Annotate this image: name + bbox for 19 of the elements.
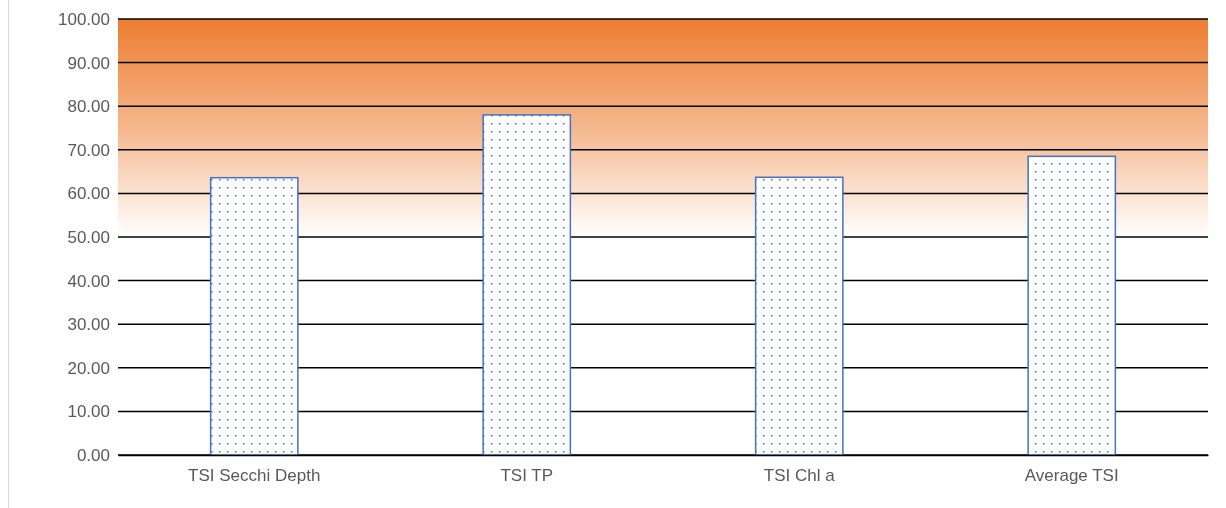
y-tick-label: 100.00: [58, 9, 110, 29]
y-tick-label: 70.00: [67, 140, 110, 160]
y-tick-label: 10.00: [67, 402, 110, 422]
x-tick-label: TSI TP: [500, 466, 554, 486]
y-tick-label: 40.00: [67, 271, 110, 291]
bar: [209, 176, 299, 456]
y-tick-label: 20.00: [67, 358, 110, 378]
bar: [482, 114, 572, 456]
y-tick-label: 90.00: [67, 53, 110, 73]
y-tick-label: 0.00: [76, 445, 110, 465]
x-tick-label: TSI Chl a: [763, 466, 836, 486]
y-tick-label: 80.00: [67, 97, 110, 117]
y-tick-label: 60.00: [67, 184, 110, 204]
bar: [1027, 155, 1117, 456]
x-tick-label: TSI Secchi Depth: [188, 466, 321, 486]
y-tick-label: 50.00: [67, 227, 110, 247]
x-tick-label: Average TSI: [1024, 466, 1119, 486]
y-tick-label: 30.00: [67, 315, 110, 335]
bar: [754, 176, 844, 456]
